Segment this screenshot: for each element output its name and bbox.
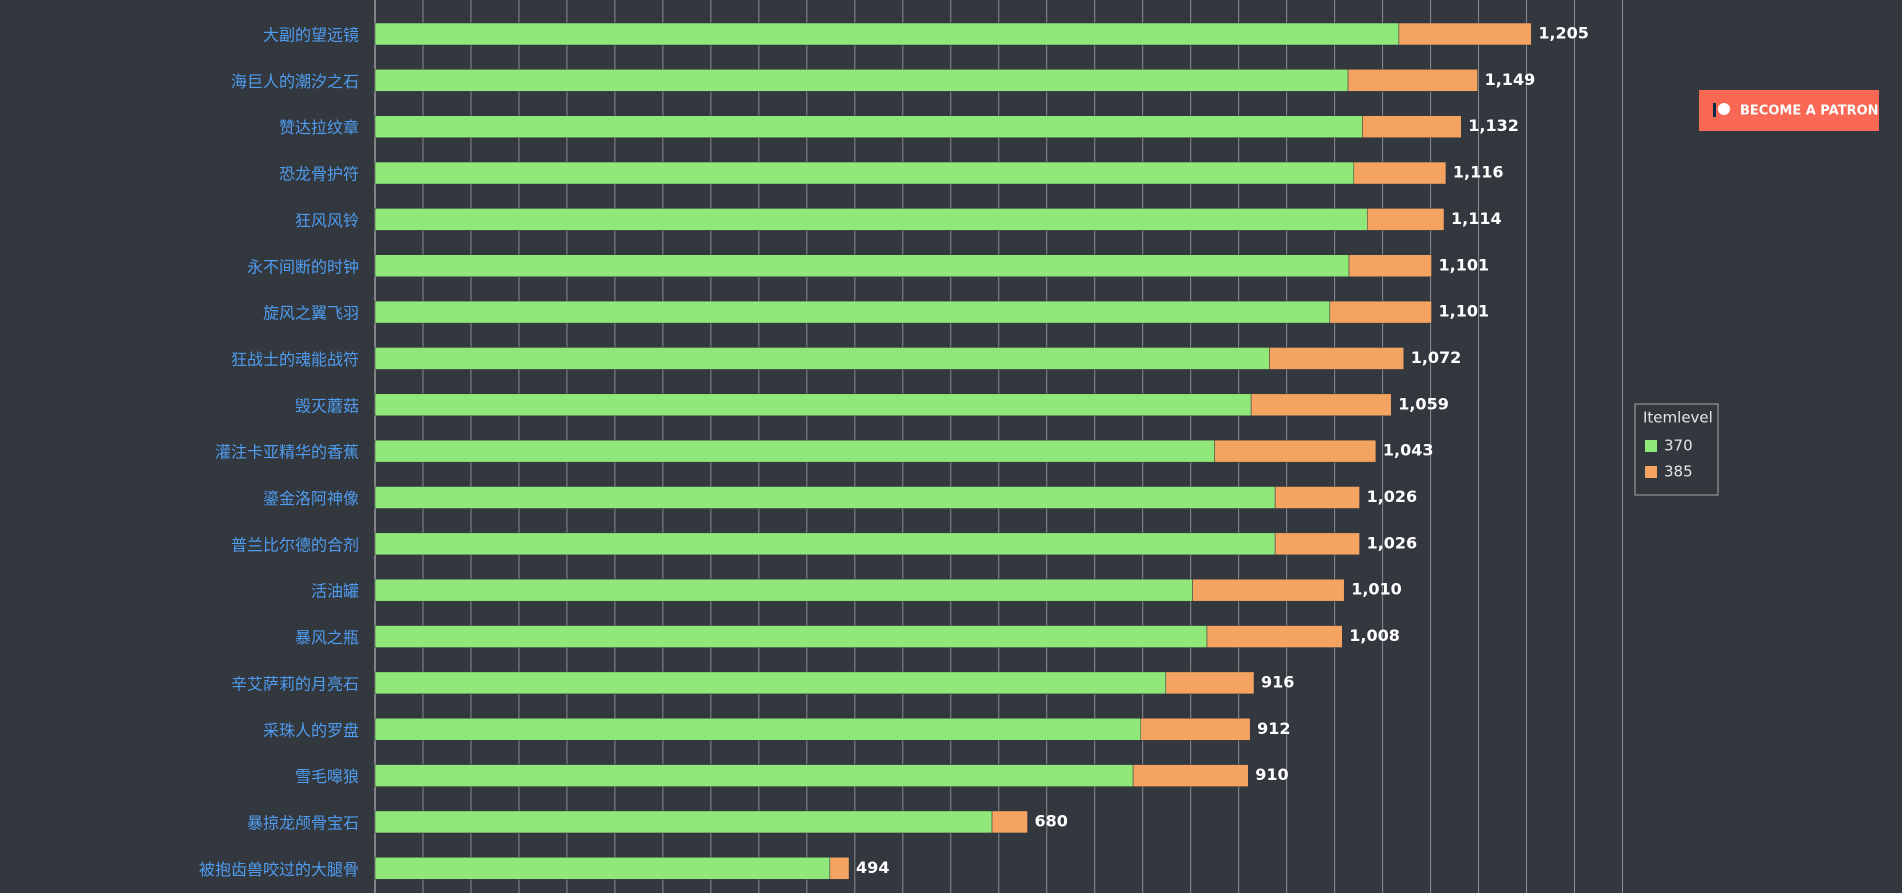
- total-label: 1,132: [1468, 116, 1519, 135]
- button-icon: [1718, 103, 1730, 115]
- bar-segment: [1329, 300, 1432, 324]
- category-label: 辛艾萨莉的月亮石: [231, 674, 359, 693]
- bar-segment: [1165, 671, 1255, 695]
- bar-segment: [374, 578, 1193, 602]
- total-label: 1,101: [1439, 255, 1490, 274]
- bar-segment: [1206, 625, 1343, 648]
- category-label: 狂战士的魂能战符: [231, 350, 359, 369]
- bar-segment: [374, 115, 1363, 138]
- bar-segment: [374, 161, 1355, 185]
- total-label: 1,114: [1451, 209, 1502, 228]
- bar-segment: [1274, 486, 1360, 509]
- category-label: 海巨人的潮汐之石: [231, 72, 359, 91]
- bar-segment: [991, 810, 1028, 834]
- total-label: 1,149: [1485, 70, 1536, 89]
- bar-segment: [374, 810, 993, 834]
- bar-segment: [1366, 208, 1445, 231]
- total-label: 1,059: [1398, 394, 1449, 413]
- total-label: 1,008: [1349, 626, 1400, 645]
- legend-label: 370: [1664, 437, 1693, 455]
- bar-segment: [1362, 115, 1462, 138]
- bar-segment: [374, 671, 1166, 695]
- total-label: 1,205: [1538, 24, 1589, 43]
- bar-segment: [374, 764, 1134, 787]
- category-label: 采珠人的罗盘: [263, 721, 359, 740]
- bar-segment: [1140, 718, 1251, 741]
- total-label: 1,043: [1383, 441, 1434, 460]
- category-label: 旋风之翼飞羽: [263, 304, 359, 323]
- bar-segment: [1274, 532, 1360, 556]
- bar-segment: [1347, 69, 1478, 92]
- bar-segment: [1269, 347, 1404, 370]
- total-label: 916: [1261, 672, 1294, 691]
- bar-segment: [374, 718, 1142, 741]
- bar-segment: [374, 347, 1270, 370]
- total-label: 494: [856, 858, 889, 877]
- total-label: 912: [1257, 719, 1290, 738]
- category-label: 赞达拉纹章: [279, 118, 359, 137]
- bar-segment: [374, 393, 1252, 417]
- bar-segment: [374, 69, 1349, 92]
- bar-segment: [1398, 22, 1532, 46]
- total-label: 1,072: [1411, 348, 1462, 367]
- bar-segment: [1192, 578, 1345, 602]
- bar-segment: [374, 208, 1368, 231]
- total-label: 910: [1255, 765, 1288, 784]
- bar-segment: [374, 857, 831, 880]
- total-label: 1,026: [1367, 487, 1418, 506]
- category-label: 被抱齿兽咬过的大腿骨: [199, 860, 359, 879]
- category-label: 活油罐: [311, 582, 359, 601]
- button-icon-bar: [1713, 103, 1716, 117]
- category-label: 暴掠龙颅骨宝石: [247, 813, 359, 832]
- category-label: 恐龙骨护符: [279, 165, 359, 184]
- category-label: 雪毛嗥狼: [295, 767, 359, 786]
- legend-title: Itemlevel: [1643, 409, 1713, 427]
- legend-label: 385: [1664, 463, 1693, 481]
- legend-box: [1634, 403, 1719, 496]
- bar-segment: [374, 532, 1276, 556]
- category-label: 暴风之瓶: [295, 628, 359, 647]
- category-label: 灌注卡亚精华的香蕉: [215, 443, 359, 462]
- bar-segment: [374, 486, 1276, 509]
- bar-segment: [374, 625, 1208, 648]
- category-label: 毁灭蘑菇: [295, 396, 359, 415]
- bar-segment: [374, 300, 1331, 324]
- bar-segment: [829, 857, 850, 880]
- bar-segment: [374, 439, 1215, 463]
- total-label: 1,026: [1367, 533, 1418, 552]
- total-label: 680: [1035, 811, 1068, 830]
- button-label[interactable]: BECOME A PATRON: [1740, 104, 1879, 119]
- category-label: 鎏金洛阿神像: [263, 489, 359, 508]
- bar-segment: [1214, 439, 1377, 463]
- category-label: 永不间断的时钟: [247, 257, 359, 276]
- bar-segment: [1132, 764, 1249, 787]
- total-label: 1,010: [1351, 580, 1402, 599]
- category-label: 普兰比尔德的合剂: [231, 535, 359, 554]
- bar-segment: [374, 22, 1400, 46]
- bar-segment: [374, 254, 1350, 277]
- bar-segment: [1250, 393, 1392, 417]
- legend-swatch: [1645, 440, 1657, 452]
- patron-button[interactable]: BECOME A PATRON: [1699, 90, 1879, 131]
- category-label: 大副的望远镜: [263, 26, 359, 45]
- total-label: 1,101: [1439, 302, 1490, 321]
- legend-swatch: [1645, 466, 1657, 478]
- total-label: 1,116: [1453, 163, 1504, 182]
- category-label: 狂风风铃: [295, 211, 359, 230]
- bar-segment: [1348, 254, 1432, 277]
- bar-segment: [1353, 161, 1447, 185]
